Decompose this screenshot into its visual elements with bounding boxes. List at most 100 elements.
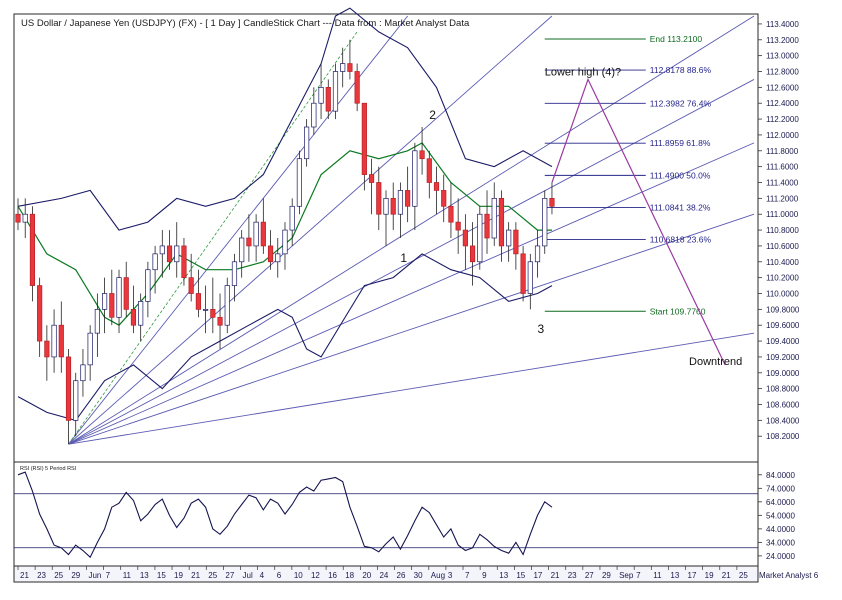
candle-up bbox=[477, 213, 483, 263]
bollinger-lower-band bbox=[17, 253, 553, 422]
candle-up bbox=[253, 221, 259, 247]
candle-up bbox=[73, 380, 79, 421]
candle-down bbox=[549, 198, 555, 207]
candle-down bbox=[462, 229, 468, 247]
date-tick-label: 25 bbox=[54, 571, 63, 580]
candle-up bbox=[116, 277, 122, 318]
date-tick-label: 29 bbox=[71, 571, 80, 580]
date-tick-label: 7 bbox=[465, 571, 470, 580]
candle-down bbox=[188, 277, 194, 294]
fib-level-label: 111.8959 61.8% bbox=[650, 138, 711, 148]
price-tick-label: 110.6000 bbox=[766, 242, 799, 251]
candle-down bbox=[376, 182, 382, 215]
gann-fan-line bbox=[68, 15, 755, 445]
date-tick-label: 19 bbox=[174, 571, 183, 580]
chart-annotation: 2 bbox=[429, 108, 436, 122]
date-tick-label: 6 bbox=[277, 571, 282, 580]
price-tick-label: 111.2000 bbox=[766, 194, 799, 203]
candle-down bbox=[419, 150, 425, 160]
date-tick-label: 30 bbox=[414, 571, 423, 580]
candle-up bbox=[231, 261, 238, 286]
fib-level-label: 112.8178 88.6% bbox=[650, 65, 712, 75]
candle-down bbox=[181, 245, 187, 278]
price-tick-label: 111.6000 bbox=[766, 163, 799, 172]
candle-down bbox=[130, 309, 137, 326]
date-tick-label: 27 bbox=[225, 571, 234, 580]
candle-down bbox=[325, 87, 331, 112]
candle-up bbox=[397, 190, 404, 215]
candle-up bbox=[282, 229, 288, 255]
candle-up bbox=[239, 237, 245, 263]
bollinger-upper-band bbox=[17, 7, 553, 231]
fib-level-label: 110.6818 23.6% bbox=[650, 234, 712, 244]
date-tick-label: 12 bbox=[311, 571, 320, 580]
candle-down bbox=[484, 213, 490, 239]
rsi-panel-title: RSI (RSI) 5 Period RSI bbox=[20, 466, 77, 472]
date-tick-label: 13 bbox=[140, 571, 149, 580]
chart-annotation: 3 bbox=[538, 322, 545, 336]
candle-up bbox=[383, 198, 389, 215]
gann-fan-line bbox=[68, 142, 755, 445]
date-tick-label: 25 bbox=[208, 571, 217, 580]
rsi-tick-label: 84.0000 bbox=[766, 471, 795, 480]
candle-up bbox=[491, 198, 497, 239]
gann-fan-line bbox=[68, 79, 755, 445]
footer-credit: Market Analyst 6 bbox=[759, 571, 819, 580]
rsi-tick-label: 44.0000 bbox=[766, 525, 795, 534]
date-tick-label: 27 bbox=[585, 571, 594, 580]
candle-up bbox=[506, 229, 512, 247]
rsi-tick-label: 54.0000 bbox=[766, 511, 795, 520]
rsi-line bbox=[17, 471, 553, 559]
date-tick-label: 29 bbox=[602, 571, 611, 580]
date-tick-label: 18 bbox=[345, 571, 354, 580]
gann-fan-line bbox=[68, 15, 553, 445]
price-tick-label: 112.0000 bbox=[766, 131, 799, 140]
date-tick-label: 17 bbox=[533, 571, 542, 580]
candle-up bbox=[174, 245, 180, 263]
price-tick-label: 111.4000 bbox=[766, 179, 799, 188]
candle-down bbox=[390, 198, 396, 215]
date-tick-label: 21 bbox=[551, 571, 560, 580]
date-tick-label: 17 bbox=[688, 571, 697, 580]
candle-up bbox=[102, 293, 108, 310]
date-tick-label: 3 bbox=[448, 571, 453, 580]
candle-down bbox=[368, 174, 375, 183]
fib-level-label: 112.3982 76.4% bbox=[650, 98, 712, 108]
price-tick-label: 108.6000 bbox=[766, 401, 800, 410]
date-axis bbox=[13, 565, 759, 583]
candle-up bbox=[289, 205, 295, 231]
chart-annotation: Lower high (4)? bbox=[545, 66, 621, 78]
date-tick-label: 21 bbox=[722, 571, 731, 580]
date-tick-label: 13 bbox=[499, 571, 508, 580]
candle-up bbox=[318, 87, 324, 104]
candle-down bbox=[426, 158, 432, 183]
candle-down bbox=[210, 309, 216, 318]
gann-fan-line bbox=[68, 213, 755, 445]
price-tick-label: 112.4000 bbox=[766, 99, 799, 108]
candle-down bbox=[498, 198, 505, 247]
date-tick-label: 25 bbox=[739, 571, 748, 580]
price-tick-label: 109.0000 bbox=[766, 369, 800, 378]
price-tick-label: 110.8000 bbox=[766, 226, 799, 235]
candle-up bbox=[296, 158, 302, 207]
chart-title: US Dollar / Japanese Yen (USDJPY) (FX) -… bbox=[21, 18, 470, 29]
date-tick-label: Aug bbox=[431, 571, 445, 580]
candle-down bbox=[246, 237, 252, 247]
date-tick-label: 24 bbox=[379, 571, 388, 580]
date-tick-label: Sep bbox=[619, 571, 634, 580]
chart-annotation: 1 bbox=[400, 251, 407, 265]
candle-down bbox=[195, 293, 201, 310]
candle-up bbox=[51, 324, 57, 358]
candle-up bbox=[304, 126, 310, 160]
date-tick-label: 23 bbox=[568, 571, 577, 580]
date-tick-label: 4 bbox=[260, 571, 265, 580]
candle-down bbox=[513, 229, 519, 255]
candle-up bbox=[340, 63, 346, 72]
date-tick-label: 7 bbox=[636, 571, 641, 580]
candle-down bbox=[109, 293, 115, 318]
candle-up bbox=[87, 332, 93, 366]
date-tick-label: 19 bbox=[705, 571, 714, 580]
date-tick-label: 9 bbox=[482, 571, 487, 580]
candle-up bbox=[412, 150, 418, 207]
